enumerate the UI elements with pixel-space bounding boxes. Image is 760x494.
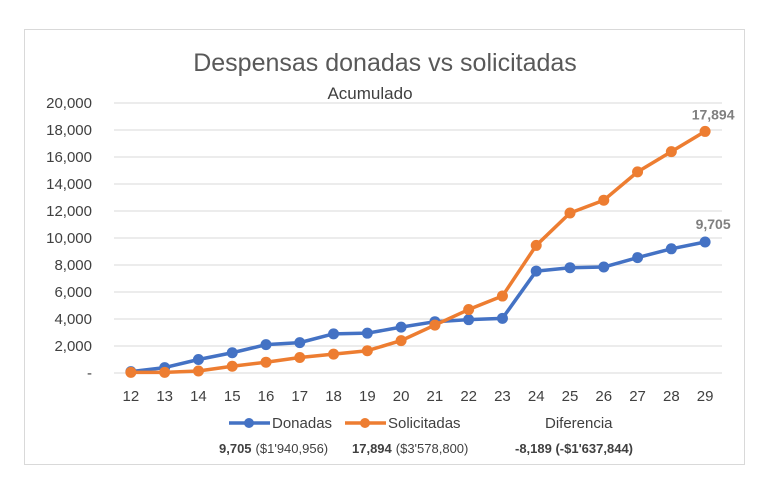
data-point-solicitadas: [294, 351, 306, 363]
data-point-donadas: [192, 354, 204, 365]
summary-diferencia: -8,189 (-$1'637,844): [515, 441, 633, 456]
legend-donadas-marker: [244, 418, 254, 428]
legend-diferencia-label: Diferencia: [545, 415, 613, 432]
x-tick-label: 18: [325, 388, 342, 405]
x-tick-label: 22: [460, 388, 477, 405]
y-tick-label: 16,000: [46, 149, 92, 166]
x-tick-label: 24: [528, 388, 545, 405]
data-point-donadas: [564, 262, 576, 274]
data-point-solicitadas: [496, 290, 508, 302]
x-tick-label: 20: [393, 388, 410, 405]
data-point-solicitadas: [226, 360, 238, 372]
legend: Donadas Solicitadas Diferencia: [229, 415, 613, 432]
x-tick-label: 27: [629, 388, 646, 405]
data-point-donadas: [328, 328, 340, 340]
summary-donadas: 9,705 ($1'940,956): [219, 441, 328, 456]
x-tick-label: 23: [494, 388, 511, 405]
x-tick-label: 17: [291, 388, 308, 405]
data-point-solicitadas: [463, 304, 475, 316]
data-point-solicitadas: [125, 366, 137, 378]
x-tick-label: 25: [562, 388, 579, 405]
legend-solicitadas-marker: [360, 418, 370, 428]
data-point-solicitadas: [632, 166, 644, 178]
data-point-solicitadas: [598, 194, 610, 206]
x-tick-label: 26: [595, 388, 612, 405]
series-lines: [125, 125, 711, 378]
data-point-donadas: [598, 261, 610, 273]
data-point-solicitadas: [260, 356, 272, 368]
y-tick-label: 18,000: [46, 122, 92, 139]
x-axis-ticks: 12 13 14 15 16 17 18 19 20 21 22 23 24 25 26 27 28 29: [123, 388, 714, 405]
summary-solicitadas-amount: ($3'578,800): [396, 441, 469, 456]
data-point-donadas: [665, 243, 677, 255]
data-point-solicitadas: [395, 335, 407, 347]
series-line-solicitadas: [130, 129, 707, 375]
summary-solicitadas: 17,894 ($3'578,800): [352, 441, 468, 456]
data-point-solicitadas: [665, 146, 677, 158]
data-point-donadas: [226, 347, 238, 359]
summary-donadas-amount: ($1'940,956): [256, 441, 329, 456]
data-point-donadas: [496, 312, 508, 324]
chart-frame: [24, 29, 745, 465]
data-point-solicitadas: [328, 348, 340, 360]
summary-solicitadas-count: 17,894: [352, 441, 393, 456]
y-tick-label: -: [87, 365, 92, 382]
x-tick-label: 21: [427, 388, 444, 405]
data-point-donadas: [699, 236, 711, 248]
y-tick-label: 2,000: [54, 338, 92, 355]
gridlines: [114, 102, 722, 374]
x-tick-label: 16: [258, 388, 275, 405]
x-tick-label: 13: [156, 388, 173, 405]
y-tick-label: 12,000: [46, 203, 92, 220]
y-tick-label: 20,000: [46, 95, 92, 112]
chart-title: Despensas donadas vs solicitadas: [193, 49, 577, 77]
end-labels: 9,705 17,894: [692, 106, 735, 232]
y-tick-label: 14,000: [46, 176, 92, 193]
y-tick-label: 10,000: [46, 230, 92, 247]
y-tick-label: 4,000: [54, 311, 92, 328]
data-point-solicitadas: [530, 239, 542, 251]
x-tick-label: 12: [123, 388, 140, 405]
data-point-donadas: [361, 327, 373, 339]
data-point-solicitadas: [429, 319, 441, 331]
data-point-donadas: [463, 314, 475, 326]
data-point-solicitadas: [699, 125, 711, 137]
data-point-donadas: [260, 339, 272, 351]
legend-donadas-label: Donadas: [272, 415, 332, 432]
data-point-solicitadas: [192, 365, 204, 377]
legend-solicitadas-label: Solicitadas: [388, 415, 461, 432]
summary-donadas-count: 9,705: [219, 441, 252, 456]
chart-subtitle: Acumulado: [327, 84, 412, 103]
end-label-solicitadas: 17,894: [692, 106, 735, 122]
x-tick-label: 14: [190, 388, 207, 405]
y-tick-label: 8,000: [54, 257, 92, 274]
data-point-donadas: [530, 265, 542, 277]
end-label-donadas: 9,705: [696, 216, 731, 232]
x-tick-label: 15: [224, 388, 241, 405]
y-tick-label: 6,000: [54, 284, 92, 301]
data-point-solicitadas: [361, 345, 373, 357]
data-point-donadas: [632, 252, 644, 264]
data-point-solicitadas: [564, 207, 576, 219]
data-point-solicitadas: [159, 366, 171, 378]
data-point-donadas: [395, 321, 407, 333]
x-tick-label: 28: [663, 388, 680, 405]
y-axis-ticks: - 2,000 4,000 6,000 8,000 10,000 12,000 14,000 1…: [46, 95, 92, 382]
x-tick-label: 19: [359, 388, 376, 405]
data-point-donadas: [294, 337, 306, 349]
x-tick-label: 29: [697, 388, 714, 405]
summary-row: 9,705 ($1'940,956) 17,894 ($3'578,800) -8,…: [219, 441, 633, 456]
series-line-donadas: [130, 240, 706, 374]
